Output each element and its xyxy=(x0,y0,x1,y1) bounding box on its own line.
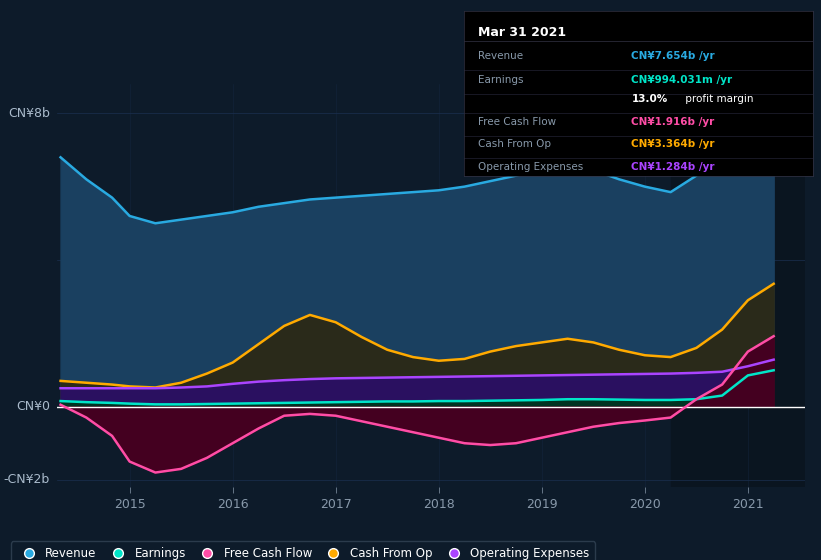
Text: -CN¥2b: -CN¥2b xyxy=(4,473,50,487)
Text: Revenue: Revenue xyxy=(478,51,523,61)
Text: CN¥8b: CN¥8b xyxy=(8,107,50,120)
Text: CN¥0: CN¥0 xyxy=(16,400,50,413)
Text: Earnings: Earnings xyxy=(478,75,523,85)
Text: Cash From Op: Cash From Op xyxy=(478,139,551,149)
Text: CN¥1.916b /yr: CN¥1.916b /yr xyxy=(631,117,714,127)
Bar xyxy=(671,84,821,487)
Text: Mar 31 2021: Mar 31 2021 xyxy=(478,26,566,39)
Text: CN¥994.031m /yr: CN¥994.031m /yr xyxy=(631,75,732,85)
Legend: Revenue, Earnings, Free Cash Flow, Cash From Op, Operating Expenses: Revenue, Earnings, Free Cash Flow, Cash … xyxy=(11,542,595,560)
Text: CN¥7.654b /yr: CN¥7.654b /yr xyxy=(631,51,715,61)
Text: profit margin: profit margin xyxy=(682,94,754,104)
Text: 13.0%: 13.0% xyxy=(631,94,667,104)
Text: CN¥1.284b /yr: CN¥1.284b /yr xyxy=(631,162,715,172)
Text: Operating Expenses: Operating Expenses xyxy=(478,162,583,172)
Text: Free Cash Flow: Free Cash Flow xyxy=(478,117,556,127)
Text: CN¥3.364b /yr: CN¥3.364b /yr xyxy=(631,139,715,149)
